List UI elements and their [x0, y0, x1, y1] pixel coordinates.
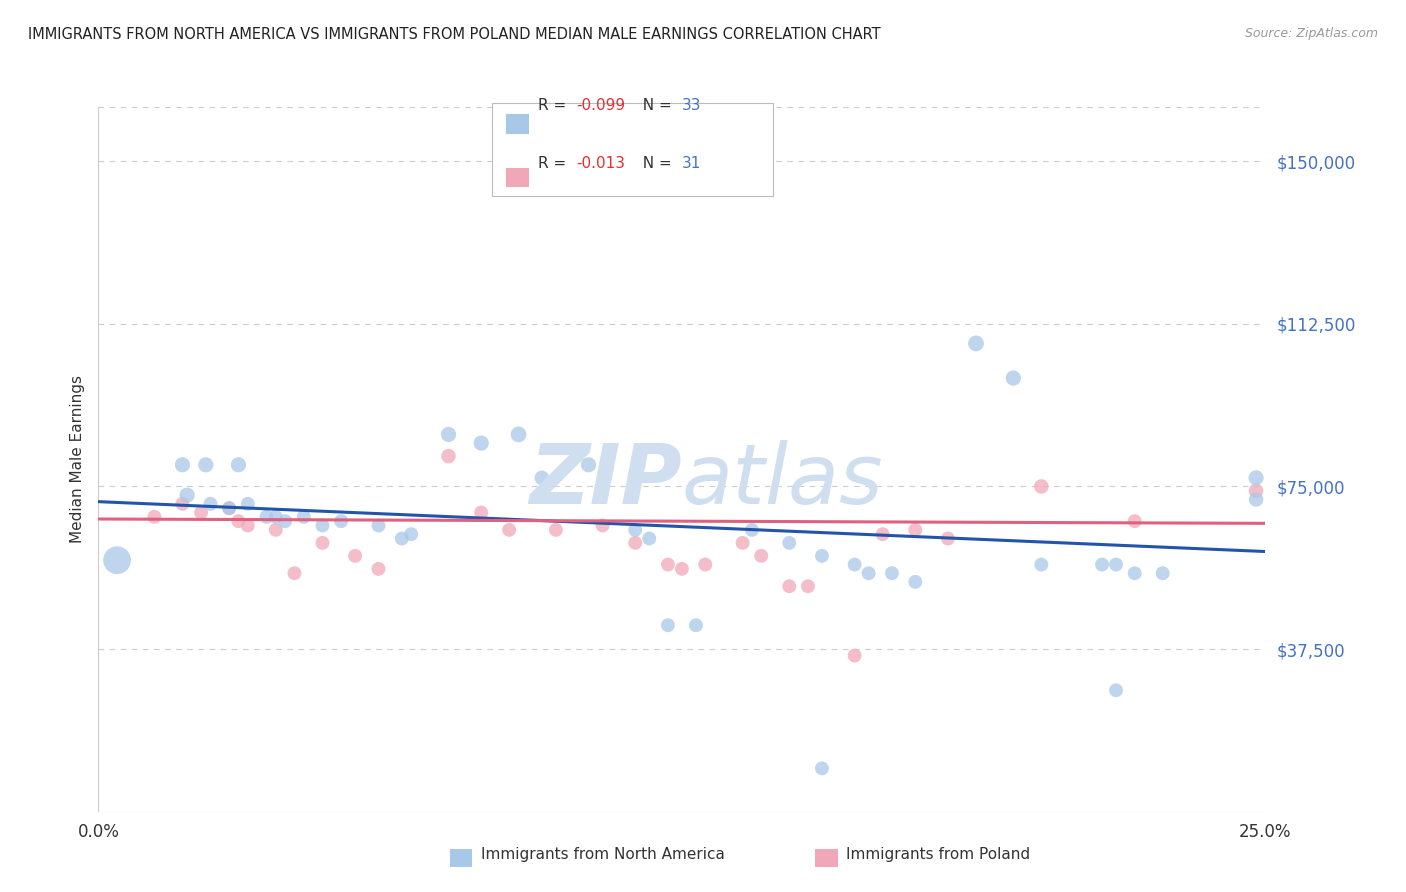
Point	[391, 532, 413, 546]
Point	[218, 501, 240, 516]
Text: 31: 31	[682, 156, 702, 170]
Point	[264, 509, 287, 524]
Point	[236, 497, 259, 511]
Text: R =: R =	[538, 98, 572, 112]
Point	[1123, 566, 1146, 581]
Point	[228, 514, 250, 528]
Point	[498, 523, 520, 537]
Text: N =: N =	[633, 98, 676, 112]
Point	[544, 523, 567, 537]
Text: N =: N =	[633, 156, 676, 170]
Text: IMMIGRANTS FROM NORTH AMERICA VS IMMIGRANTS FROM POLAND MEDIAN MALE EARNINGS COR: IMMIGRANTS FROM NORTH AMERICA VS IMMIGRA…	[28, 27, 880, 42]
Point	[904, 574, 927, 589]
Point	[344, 549, 367, 563]
Point	[470, 436, 492, 450]
Point	[657, 618, 679, 632]
Point	[437, 427, 460, 442]
Y-axis label: Median Male Earnings: Median Male Earnings	[69, 376, 84, 543]
Point	[671, 562, 693, 576]
Point	[200, 497, 222, 511]
Point	[965, 336, 987, 351]
Point	[749, 549, 772, 563]
Point	[872, 527, 894, 541]
Text: Immigrants from Poland: Immigrants from Poland	[846, 847, 1031, 862]
Point	[264, 523, 287, 537]
Point	[811, 761, 834, 775]
Point	[508, 427, 530, 442]
Point	[367, 562, 389, 576]
Point	[638, 532, 661, 546]
Point	[904, 523, 927, 537]
Text: ZIP: ZIP	[529, 440, 682, 521]
Point	[1105, 558, 1128, 572]
Point	[228, 458, 250, 472]
Point	[1244, 471, 1267, 485]
Point	[731, 536, 754, 550]
Point	[1031, 479, 1053, 493]
Point	[844, 558, 866, 572]
Point	[194, 458, 217, 472]
Text: Immigrants from North America: Immigrants from North America	[481, 847, 724, 862]
Point	[176, 488, 198, 502]
Point	[797, 579, 820, 593]
Point	[172, 497, 194, 511]
Point	[311, 518, 333, 533]
Point	[236, 518, 259, 533]
Point	[292, 509, 315, 524]
Point	[1002, 371, 1025, 385]
Point	[778, 579, 800, 593]
Point	[936, 532, 959, 546]
Point	[218, 501, 240, 516]
Point	[530, 471, 553, 485]
Point	[624, 536, 647, 550]
Point	[1091, 558, 1114, 572]
Point	[1123, 514, 1146, 528]
Point	[367, 518, 389, 533]
Point	[811, 549, 834, 563]
Text: Source: ZipAtlas.com: Source: ZipAtlas.com	[1244, 27, 1378, 40]
Text: atlas: atlas	[682, 440, 883, 521]
Point	[1152, 566, 1174, 581]
Point	[172, 458, 194, 472]
Point	[685, 618, 707, 632]
Point	[311, 536, 333, 550]
Point	[1244, 492, 1267, 507]
Point	[143, 509, 166, 524]
Text: -0.099: -0.099	[576, 98, 626, 112]
Point	[880, 566, 903, 581]
Point	[330, 514, 353, 528]
Point	[624, 523, 647, 537]
Point	[741, 523, 763, 537]
Point	[470, 506, 492, 520]
Point	[858, 566, 880, 581]
Point	[592, 518, 614, 533]
Point	[399, 527, 422, 541]
Point	[695, 558, 717, 572]
Point	[283, 566, 305, 581]
Point	[105, 553, 128, 567]
Text: 33: 33	[682, 98, 702, 112]
Point	[1031, 558, 1053, 572]
Point	[578, 458, 600, 472]
Text: -0.013: -0.013	[576, 156, 626, 170]
Text: R =: R =	[538, 156, 572, 170]
Point	[274, 514, 297, 528]
Point	[1244, 483, 1267, 498]
Point	[778, 536, 800, 550]
Point	[1105, 683, 1128, 698]
Point	[437, 449, 460, 463]
Point	[256, 509, 278, 524]
Point	[657, 558, 679, 572]
Point	[190, 506, 212, 520]
Point	[844, 648, 866, 663]
